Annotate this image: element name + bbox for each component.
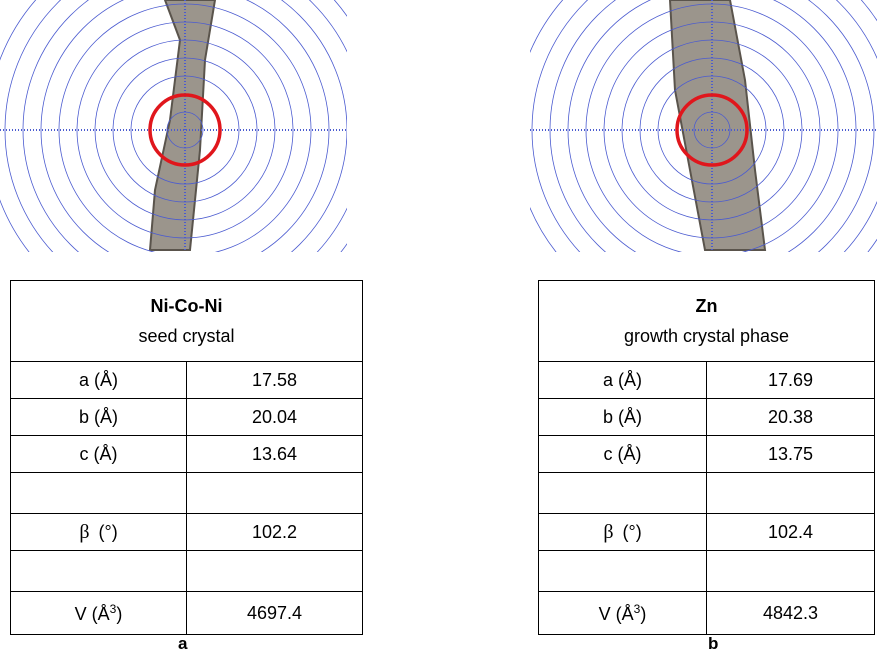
table-title: Ni-Co-Ni xyxy=(150,296,223,316)
table-row: b (Å) 20.04 xyxy=(10,398,363,436)
label-cell xyxy=(10,472,187,514)
row-label: a (Å) xyxy=(602,369,642,390)
row-label: V (Å xyxy=(598,603,634,624)
header-cell: Zn growth crystal phase xyxy=(538,280,875,362)
table-row: β (°) 102.4 xyxy=(538,513,875,551)
row-label: (°) xyxy=(622,521,642,542)
row-value: 17.69 xyxy=(767,369,814,390)
reticle-ring xyxy=(549,0,875,252)
table-row: a (Å) 17.58 xyxy=(10,361,363,399)
value-cell: 20.38 xyxy=(706,398,875,436)
row-label: V (Å xyxy=(74,603,110,624)
row-value: 17.58 xyxy=(251,369,298,390)
value-cell: 13.75 xyxy=(706,435,875,473)
table-subtitle: seed crystal xyxy=(138,326,235,346)
value-cell xyxy=(186,550,363,592)
symbol: β xyxy=(603,520,614,543)
label-cell: c (Å) xyxy=(538,435,707,473)
label-cell: V (Å3) xyxy=(10,591,187,635)
table-row xyxy=(10,472,363,514)
label-cell: b (Å) xyxy=(538,398,707,436)
table-row: β (°) 102.2 xyxy=(10,513,363,551)
label-cell: c (Å) xyxy=(10,435,187,473)
target-circle xyxy=(148,93,222,167)
reticle-ring xyxy=(22,0,347,252)
row-value: 102.4 xyxy=(767,521,814,542)
row-value: 4842.3 xyxy=(762,602,819,623)
row-label-end: ) xyxy=(640,603,647,624)
header-row: Zn growth crystal phase xyxy=(538,280,875,362)
value-cell: 17.69 xyxy=(706,361,875,399)
label-cell: β (°) xyxy=(538,513,707,551)
reticle-ring xyxy=(4,0,347,252)
table-row: c (Å) 13.64 xyxy=(10,435,363,473)
row-label: b (Å) xyxy=(78,406,118,427)
table-row xyxy=(538,472,875,514)
table-row: V (Å3) 4697.4 xyxy=(10,591,363,635)
header-cell: Ni-Co-Ni seed crystal xyxy=(10,280,363,362)
reticle-ring xyxy=(531,0,877,252)
label-cell: β (°) xyxy=(10,513,187,551)
row-value: 13.75 xyxy=(767,443,814,464)
table-row: V (Å3) 4842.3 xyxy=(538,591,875,635)
panel-label: a xyxy=(178,634,188,653)
value-cell xyxy=(706,550,875,592)
reticle-ring xyxy=(567,0,857,252)
table-subtitle: growth crystal phase xyxy=(623,326,790,346)
row-label: (°) xyxy=(98,521,118,542)
superscript: 3 xyxy=(109,601,117,616)
table-title: Zn xyxy=(695,296,718,316)
label-cell: a (Å) xyxy=(10,361,187,399)
label-cell: b (Å) xyxy=(10,398,187,436)
reticle-ring xyxy=(40,0,330,252)
value-cell: 20.04 xyxy=(186,398,363,436)
superscript: 3 xyxy=(633,601,641,616)
table-row: c (Å) 13.75 xyxy=(538,435,875,473)
table-row: a (Å) 17.69 xyxy=(538,361,875,399)
parameter-table: Zn growth crystal phase a (Å) 17.69 b (Å) 20.… xyxy=(538,280,875,635)
label-cell xyxy=(10,550,187,592)
crystal-image xyxy=(0,0,347,252)
value-cell xyxy=(186,472,363,514)
value-cell xyxy=(706,472,875,514)
row-label: b (Å) xyxy=(602,406,642,427)
label-cell: V (Å3) xyxy=(538,591,707,635)
value-cell: 4697.4 xyxy=(186,591,363,635)
parameter-table: Ni-Co-Ni seed crystal a (Å) 17.58 b (Å) 20.04… xyxy=(10,280,363,635)
row-label: c (Å) xyxy=(603,443,642,464)
label-cell: a (Å) xyxy=(538,361,707,399)
value-cell: 102.4 xyxy=(706,513,875,551)
table-row: b (Å) 20.38 xyxy=(538,398,875,436)
row-label-end: ) xyxy=(116,603,123,624)
row-value: 102.2 xyxy=(251,521,298,542)
value-cell: 4842.3 xyxy=(706,591,875,635)
value-cell: 102.2 xyxy=(186,513,363,551)
row-value: 20.38 xyxy=(767,406,814,427)
crystal xyxy=(150,0,215,250)
value-cell: 17.58 xyxy=(186,361,363,399)
target-circle xyxy=(675,93,749,167)
row-label: a (Å) xyxy=(78,369,118,390)
panel-label: b xyxy=(708,634,719,653)
crystal-image xyxy=(530,0,877,252)
symbol: β xyxy=(79,520,90,543)
crystal-highlight xyxy=(148,0,217,251)
value-cell: 13.64 xyxy=(186,435,363,473)
label-cell xyxy=(538,472,707,514)
row-value: 20.04 xyxy=(251,406,298,427)
row-label: c (Å) xyxy=(79,443,118,464)
row-value: 4697.4 xyxy=(246,602,303,623)
table-row xyxy=(10,550,363,592)
header-row: Ni-Co-Ni seed crystal xyxy=(10,280,363,362)
row-value: 13.64 xyxy=(251,443,298,464)
table-row xyxy=(538,550,875,592)
label-cell xyxy=(538,550,707,592)
